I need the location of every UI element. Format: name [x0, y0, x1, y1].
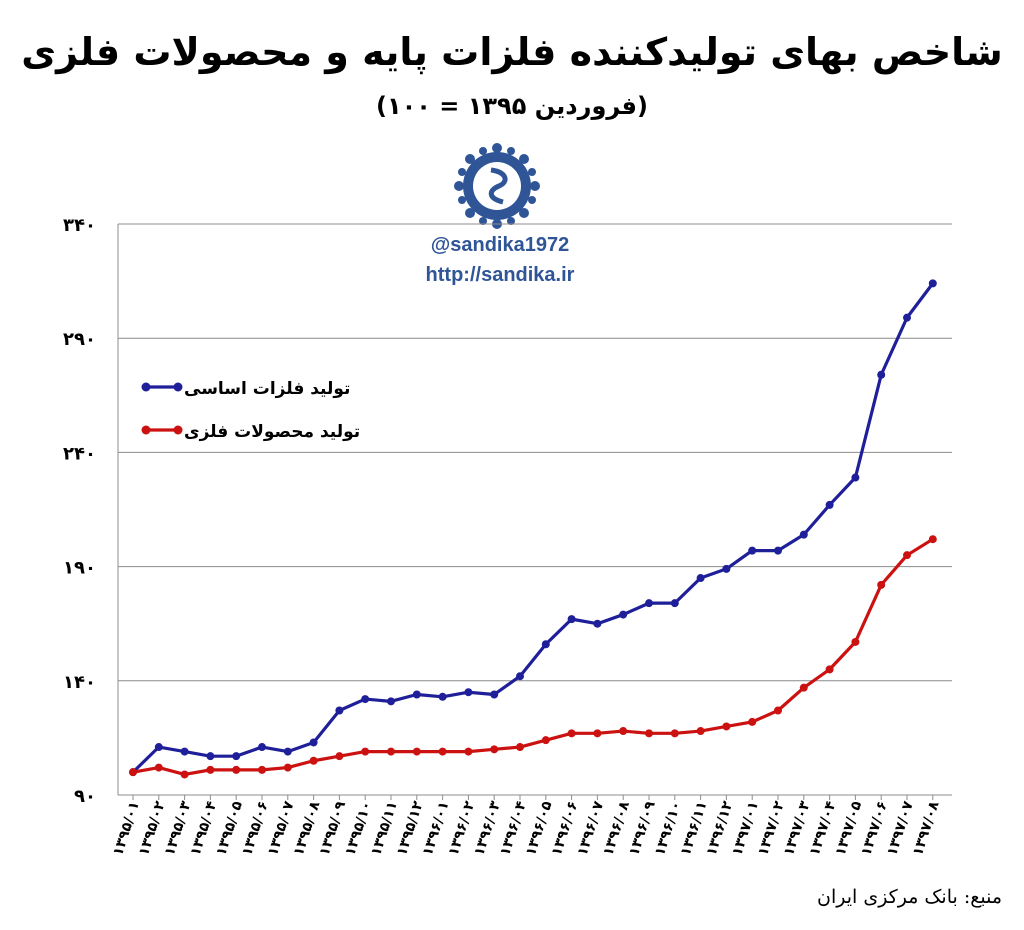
series-1-point: [516, 672, 524, 681]
series-2-point: [877, 580, 886, 589]
series-1-point: [464, 688, 473, 697]
series-1-point: [722, 564, 731, 573]
legend-label-2: تولید محصولات فلزی: [184, 422, 360, 442]
series-2-point: [825, 665, 834, 674]
y-tick-label: ۲۹۰: [63, 329, 96, 350]
series-1-point: [206, 752, 215, 761]
series-2-point: [645, 729, 653, 738]
series-2-point: [748, 717, 757, 726]
series-line-1: [131, 282, 935, 774]
series-1-point: [335, 706, 344, 715]
series-line-2: [132, 537, 934, 777]
series-1-point: [490, 690, 499, 699]
series-1-point: [541, 640, 550, 649]
series-2-point: [774, 706, 782, 715]
legend-marker-2: [141, 425, 151, 435]
series-2-point: [232, 765, 241, 774]
legend-marker-1: [141, 382, 151, 392]
series-2-point: [387, 747, 395, 756]
chart-subtitle: (فروردین ۱۳۹۵ = ۱۰۰): [376, 92, 648, 120]
series-1-point: [154, 743, 163, 752]
series-1-point: [283, 747, 292, 756]
series-2-point: [335, 752, 344, 761]
y-tick-label: ۱۴۰: [63, 672, 96, 693]
series-2-point: [928, 535, 937, 544]
y-tick-label: ۳۴۰: [63, 215, 96, 236]
series-2-point: [309, 756, 318, 765]
series-2-point: [903, 551, 911, 560]
series-1-point: [799, 530, 808, 539]
series-2-point: [438, 747, 447, 756]
series-2-point: [799, 683, 808, 692]
series-1-point: [412, 690, 421, 699]
series-1-point: [903, 313, 911, 322]
series-1-point: [851, 473, 860, 482]
series-2-point: [412, 747, 421, 756]
series-2-point: [619, 727, 628, 736]
series-2-point: [283, 763, 292, 772]
sandika-logo-icon: [454, 143, 540, 229]
series-1-point: [438, 692, 447, 701]
series-2-point: [567, 729, 576, 738]
chart-title: شاخص بهای تولیدکننده فلزات پایه و محصولا…: [21, 30, 1003, 74]
series-2-point: [361, 747, 370, 756]
series-1-point: [619, 610, 628, 619]
watermark-handle: @sandika1972: [430, 234, 570, 256]
y-tick-label: ۱۹۰: [63, 558, 96, 579]
series-2-point: [490, 745, 499, 754]
series-2-point: [464, 747, 473, 756]
series-2-point: [541, 736, 550, 745]
series-1-point: [696, 574, 705, 583]
y-tick-label: ۹۰: [74, 786, 96, 807]
legend-label-1: تولید فلزات اساسی: [184, 379, 350, 399]
series-1-point: [928, 279, 937, 288]
series-2-point: [851, 637, 860, 646]
series-2-point: [206, 765, 215, 774]
series-1-point: [387, 697, 395, 706]
series-2-point: [696, 727, 705, 736]
series-1-point: [567, 615, 576, 624]
series-1-point: [748, 546, 757, 555]
series-2-point: [258, 765, 266, 774]
series-1-point: [258, 743, 266, 752]
series-2-point: [154, 763, 163, 772]
series-2-point: [722, 722, 731, 731]
y-tick-label: ۲۴۰: [63, 443, 96, 464]
series-2-point: [670, 729, 679, 738]
series-2-point: [129, 768, 137, 777]
series-1-point: [309, 738, 318, 747]
series-2-point: [593, 729, 602, 738]
series-1-point: [180, 747, 189, 756]
legend-marker-2: [173, 425, 183, 435]
series-2-point: [516, 743, 524, 752]
source-note: منبع: بانک مرکزی ایران: [817, 886, 1002, 908]
series-1-point: [361, 695, 370, 704]
series-1-point: [877, 370, 886, 379]
watermark-url[interactable]: http://sandika.ir: [425, 264, 575, 286]
series-1-point: [645, 599, 653, 608]
series-1-point: [825, 500, 834, 509]
series-1-point: [232, 752, 241, 761]
legend-marker-1: [173, 382, 183, 392]
series-1-point: [593, 619, 602, 628]
series-1-point: [774, 546, 782, 555]
series-2-point: [180, 770, 189, 779]
series-1-point: [670, 599, 679, 608]
